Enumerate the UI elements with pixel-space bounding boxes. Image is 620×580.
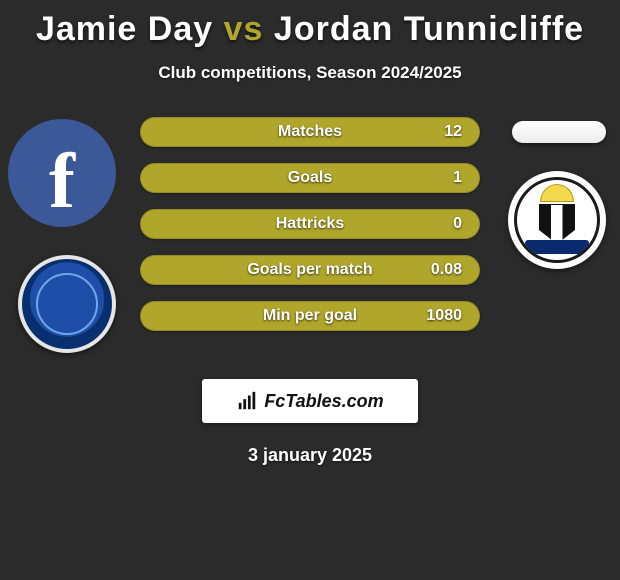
date-label: 3 january 2025 (0, 445, 620, 466)
player2-club-badge (508, 171, 606, 269)
brand-text: FcTables.com (264, 391, 383, 412)
stat-value: 0 (453, 215, 462, 233)
facebook-f-icon: f (49, 142, 75, 220)
stat-bar: Goals per match 0.08 (140, 255, 480, 285)
player1-club-badge (18, 255, 116, 353)
player1-name: Jamie Day (36, 10, 213, 48)
stat-bar: Hattricks 0 (140, 209, 480, 239)
stat-label: Hattricks (276, 215, 344, 233)
comparison-stage: f Matches 12 Goals 1 Hattricks 0 Goals p… (0, 111, 620, 371)
crest-icon (514, 177, 600, 263)
player2-avatar (512, 121, 606, 143)
subtitle: Club competitions, Season 2024/2025 (0, 63, 620, 83)
stat-bar: Goals 1 (140, 163, 480, 193)
stat-bar: Min per goal 1080 (140, 301, 480, 331)
stat-label: Goals (288, 169, 332, 187)
player1-avatar: f (8, 119, 116, 227)
stat-value: 1 (453, 169, 462, 187)
bars-chart-icon (236, 390, 258, 412)
stat-value: 12 (444, 123, 462, 141)
stat-value: 1080 (426, 307, 462, 325)
stat-label: Goals per match (247, 261, 372, 279)
stat-label: Min per goal (263, 307, 357, 325)
stat-bar: Matches 12 (140, 117, 480, 147)
brand-badge[interactable]: FcTables.com (202, 379, 418, 423)
stat-value: 0.08 (431, 261, 462, 279)
player2-name: Jordan Tunnicliffe (274, 10, 584, 48)
vs-word: vs (224, 10, 264, 48)
stat-bars: Matches 12 Goals 1 Hattricks 0 Goals per… (140, 117, 480, 347)
stat-label: Matches (278, 123, 342, 141)
page-title: Jamie Day vs Jordan Tunnicliffe (0, 0, 620, 49)
